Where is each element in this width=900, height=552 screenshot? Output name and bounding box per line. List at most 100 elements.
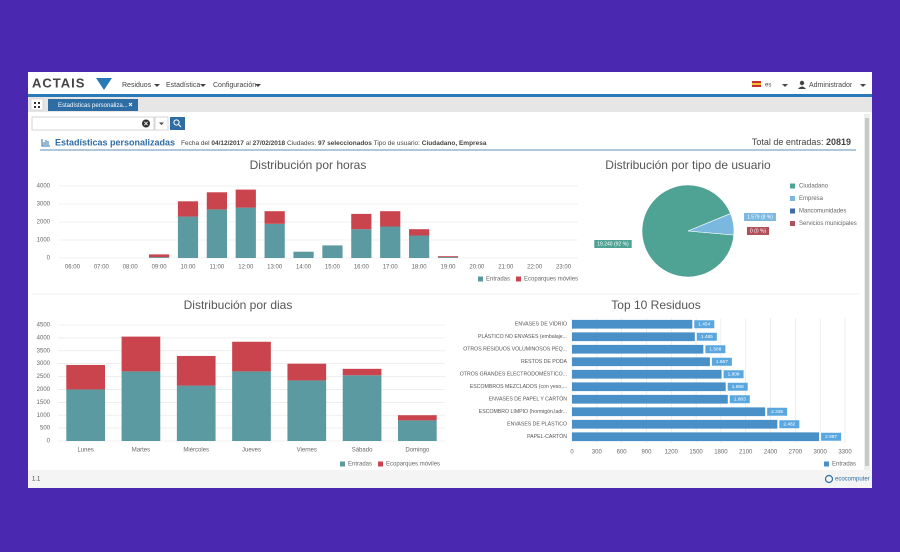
legend-swatch [378, 461, 384, 467]
dropdown-caret [159, 122, 164, 125]
menu-item[interactable]: Configuración [213, 82, 256, 89]
x-tick-label: 09:00 [152, 265, 168, 271]
y-tick-label: ENVASES DE PAPEL Y CARTÓN [489, 396, 568, 403]
bar-segment [177, 216, 199, 258]
data-label-box [744, 213, 776, 221]
y-tick-label: PLÁSTICO NO ENVASES (embalaje... [478, 333, 567, 340]
y-tick-label: OTROS RESIDUOS VOLUMINOSOS PEQ... [463, 347, 567, 353]
bar-segment [409, 229, 430, 236]
pie-slice [687, 213, 735, 236]
chart-title: Distribución por horas [250, 158, 367, 172]
legend-swatch [790, 208, 795, 214]
total-label: Total de entradas: [752, 137, 824, 147]
tab[interactable] [48, 99, 138, 111]
version: 1.1 [32, 477, 41, 483]
bar [572, 394, 728, 404]
stats-icon [41, 139, 50, 147]
bar [572, 407, 766, 417]
legend-swatch [790, 183, 795, 189]
bar-segment [322, 245, 343, 258]
x-tick-label: 06:00 [65, 265, 81, 271]
menu-caret [154, 84, 160, 87]
x-tick-label: 20:00 [469, 265, 485, 271]
y-tick-label: 500 [40, 426, 51, 432]
y-tick-label: 0 [47, 256, 51, 262]
pie-slice [641, 184, 735, 278]
search-input[interactable] [31, 116, 155, 131]
filter-value: 97 seleccionados [318, 140, 372, 147]
x-tick-label: 12:00 [238, 265, 254, 271]
x-tick-label: 23:00 [556, 265, 572, 271]
bar-segment [264, 211, 285, 224]
y-tick-label: 1000 [37, 238, 51, 244]
x-tick-label: 2700 [789, 450, 803, 456]
search-icon-handle [178, 124, 182, 128]
clear-icon [144, 121, 148, 126]
x-tick-label: 3000 [814, 450, 828, 456]
y-tick-label: OTROS GRANDES ELECTRODOMÉSTICO... [460, 371, 567, 378]
x-tick-label: 3300 [838, 450, 852, 456]
language[interactable]: es [765, 83, 771, 89]
bar [572, 419, 778, 429]
x-tick-label: Martes [132, 448, 150, 454]
x-tick-label: 0 [570, 450, 574, 456]
logo: ACTAIS [32, 75, 85, 90]
bar-segment [66, 364, 105, 390]
data-label: 1.808 [728, 372, 740, 378]
menu-caret [200, 84, 206, 87]
page-title: Estadísticas personalizadas [55, 137, 175, 147]
filter-text: al [246, 140, 252, 147]
flag-stripe [752, 83, 761, 85]
bar-segment [176, 385, 216, 441]
x-tick-label: 1500 [689, 450, 703, 456]
x-tick-label: 07:00 [94, 265, 110, 271]
x-tick-label: 1200 [665, 450, 679, 456]
legend-swatch [340, 461, 345, 467]
legend-label: Ecoparques móviles [524, 277, 578, 283]
filter-value: 27/02/2018 [253, 140, 286, 147]
legend-swatch [516, 276, 522, 282]
y-tick-label: 3000 [37, 202, 51, 208]
data-label-box [767, 407, 788, 416]
y-tick-label: PAPEL-CARTÓN [527, 433, 567, 440]
x-tick-label: 08:00 [123, 265, 139, 271]
x-tick-label: 2400 [764, 450, 778, 456]
legend-swatch [478, 276, 483, 282]
bar-segment [149, 254, 170, 258]
x-tick-label: 1800 [714, 450, 728, 456]
data-label: 1.667 [716, 359, 728, 365]
data-label-box [821, 432, 842, 441]
data-label-box [723, 370, 744, 379]
menu-item[interactable]: Residuos [122, 82, 152, 89]
x-tick-label: 19:00 [440, 265, 456, 271]
filter-value: 04/12/2017 [211, 140, 244, 147]
data-label: 1.858 [732, 384, 744, 390]
user-name[interactable]: Administrador [809, 82, 853, 89]
y-tick-label: 4000 [37, 184, 51, 190]
bar-segment [177, 201, 199, 217]
apps-button[interactable] [30, 98, 44, 111]
y-tick-label: ESCOMBROS MEZCLADOS (con yeso,... [470, 384, 567, 390]
bar-segment [121, 371, 161, 441]
x-tick-label: Viernes [297, 448, 317, 454]
total-summary: Total de entradas: 20819 [752, 137, 851, 147]
data-label: 1.883 [734, 397, 746, 403]
user-icon-body [798, 86, 806, 89]
search-button[interactable] [170, 117, 185, 130]
y-tick-label: 1500 [37, 400, 51, 406]
legend-label: Ciudadano [799, 184, 829, 190]
menu-item[interactable]: Estadística [166, 82, 200, 89]
scrollbar-thumb[interactable] [865, 118, 869, 466]
x-tick-label: 21:00 [498, 265, 514, 271]
y-tick-label: RESTOS DE PODA [521, 359, 568, 365]
tab-close[interactable] [128, 102, 133, 107]
legend-label: Empresa [799, 196, 824, 202]
menu-caret [255, 84, 261, 87]
bar [572, 319, 693, 329]
tab-bar [28, 97, 872, 112]
legend-label: Ecoparques móviles [386, 462, 440, 468]
bar-segment [409, 235, 430, 258]
data-label-box [746, 227, 770, 235]
y-tick-label: ENVASES DE PLÁSTICO [507, 421, 567, 428]
y-tick-label: ENVASES DE VIDRIO [515, 322, 567, 328]
